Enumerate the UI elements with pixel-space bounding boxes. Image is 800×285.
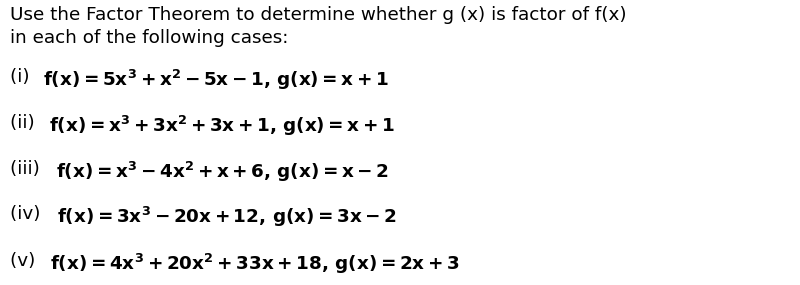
Text: Use the Factor Theorem to determine whether g (x) is factor of f(x)
in each of t: Use the Factor Theorem to determine whet… bbox=[10, 6, 626, 47]
Text: (i): (i) bbox=[10, 68, 35, 86]
Text: (ii): (ii) bbox=[10, 114, 40, 132]
Text: (iv): (iv) bbox=[10, 205, 46, 223]
Text: $\mathbf{f(x) = 4x^3 + 20x^2 + 33x + 18,\, g(x) = 2x + 3}$: $\mathbf{f(x) = 4x^3 + 20x^2 + 33x + 18,… bbox=[50, 252, 459, 276]
Text: $\mathbf{f(x) = 5x^3 + x^2 - 5x - 1,\, g(x) = x + 1}$: $\mathbf{f(x) = 5x^3 + x^2 - 5x - 1,\, g… bbox=[42, 68, 388, 93]
Text: $\mathbf{f(x) = x^3 + 3x^2 + 3x + 1,\, g(x) = x + 1}$: $\mathbf{f(x) = x^3 + 3x^2 + 3x + 1,\, g… bbox=[49, 114, 395, 138]
Text: (iii): (iii) bbox=[10, 160, 46, 178]
Text: $\mathbf{f(x) = 3x^3 - 20x + 12,\, g(x) = 3x - 2}$: $\mathbf{f(x) = 3x^3 - 20x + 12,\, g(x) … bbox=[57, 205, 397, 229]
Text: $\mathbf{f(x) = x^3 - 4x^2 + x + 6,\, g(x) = x - 2}$: $\mathbf{f(x) = x^3 - 4x^2 + x + 6,\, g(… bbox=[56, 160, 389, 184]
Text: (v): (v) bbox=[10, 252, 41, 270]
